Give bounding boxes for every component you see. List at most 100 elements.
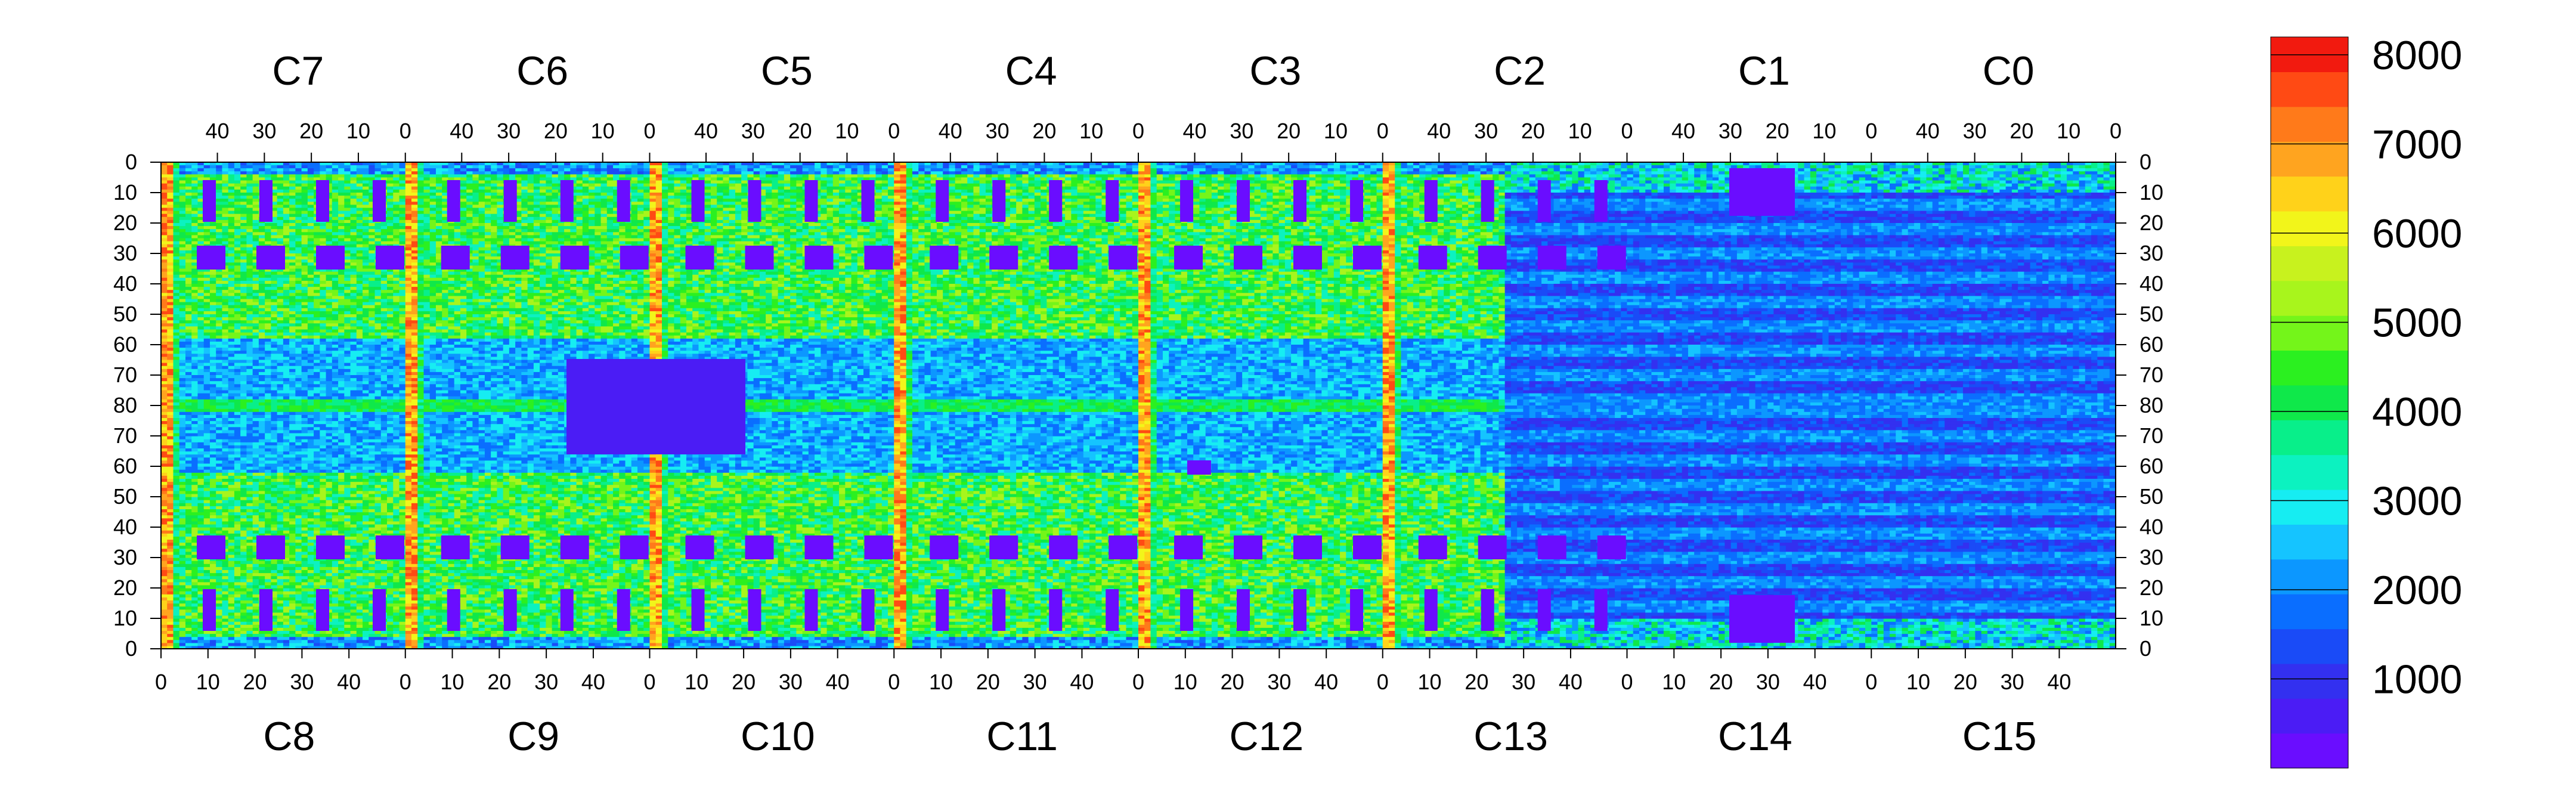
heatmap-cell: [246, 558, 253, 561]
heatmap-cell: [277, 399, 284, 403]
heatmap-cell: [216, 308, 223, 312]
heatmap-cell: [161, 381, 168, 385]
heatmap-cell: [185, 189, 192, 193]
heatmap-cell: [289, 396, 296, 400]
heatmap-cell: [283, 329, 290, 333]
heatmap-cell: [332, 575, 339, 580]
heatmap-cell: [320, 360, 327, 364]
heatmap-cell: [374, 223, 382, 227]
heatmap-cell: [344, 536, 351, 540]
heatmap-cell: [387, 521, 394, 525]
heatmap-cell: [179, 202, 186, 205]
heatmap-cell: [314, 302, 320, 306]
heatmap-cell: [246, 399, 253, 403]
heatmap-cell: [191, 189, 199, 193]
heatmap-cell: [374, 305, 382, 309]
heatmap-cell: [320, 402, 327, 406]
heatmap-cell: [179, 609, 186, 613]
heatmap-cell: [173, 606, 180, 610]
heatmap-cell: [338, 584, 345, 589]
heatmap-cell: [216, 293, 223, 296]
heatmap-cell: [295, 287, 302, 290]
heatmap-cell: [252, 396, 259, 400]
heatmap-cell: [161, 271, 168, 275]
heatmap-cell: [173, 284, 180, 287]
heatmap-cell: [265, 575, 271, 580]
heatmap-cell: [289, 265, 296, 270]
heatmap-cell: [228, 360, 235, 364]
heatmap-cell: [167, 524, 174, 528]
heatmap-cell: [283, 402, 290, 406]
heatmap-cell: [320, 314, 327, 318]
heatmap-cell: [350, 235, 357, 239]
heatmap-cell: [197, 621, 205, 625]
heatmap-cell: [222, 287, 229, 290]
heatmap-cell: [228, 262, 235, 266]
heatmap-cell: [179, 314, 186, 318]
heatmap-cell: [393, 515, 400, 519]
heatmap-cell: [295, 348, 302, 351]
heatmap-cell: [295, 609, 302, 613]
heatmap-cell: [289, 241, 296, 245]
heatmap-cell: [173, 196, 180, 199]
heatmap-cell: [301, 381, 308, 385]
heatmap-cell: [234, 548, 241, 552]
heatmap-cell: [277, 229, 284, 233]
heatmap-cell: [179, 271, 186, 275]
heatmap-cell: [271, 402, 278, 406]
heatmap-cell: [191, 259, 199, 263]
heatmap-cell: [258, 235, 265, 239]
heatmap-cell: [203, 296, 210, 300]
heatmap-cell: [185, 530, 192, 534]
heatmap-cell: [393, 180, 400, 184]
heatmap-cell: [350, 399, 357, 403]
heatmap-cell: [161, 323, 168, 327]
heatmap-cell: [363, 341, 369, 345]
heatmap-cell: [252, 642, 259, 646]
heatmap-cell: [374, 168, 382, 172]
heatmap-cell: [332, 566, 339, 570]
heatmap-cell: [350, 296, 357, 300]
heatmap-cell: [307, 603, 314, 607]
heatmap-cell: [307, 530, 314, 534]
heatmap-cell: [185, 384, 192, 388]
heatmap-cell: [252, 253, 259, 257]
heatmap-cell: [197, 271, 205, 275]
heatmap-cell: [197, 606, 205, 610]
heatmap-cell: [344, 335, 351, 339]
heatmap-cell: [369, 250, 376, 254]
heatmap-cell: [393, 621, 400, 625]
heatmap-cell: [369, 588, 376, 592]
heatmap-cell: [258, 341, 265, 345]
heatmap-cell: [363, 205, 369, 209]
heatmap-cell: [387, 618, 394, 622]
heatmap-cell: [307, 572, 314, 577]
heatmap-cell: [314, 332, 320, 336]
heatmap-cell: [197, 332, 205, 336]
heatmap-cell: [356, 296, 363, 300]
heatmap-cell: [185, 548, 192, 552]
heatmap-cell: [399, 296, 406, 300]
heatmap-cell: [387, 329, 394, 333]
heatmap-cell: [222, 399, 229, 403]
heatmap-cell: [185, 219, 192, 224]
heatmap-cell: [203, 323, 210, 327]
heatmap-cell: [185, 259, 192, 263]
heatmap-cell: [277, 533, 284, 537]
heatmap-cell: [369, 564, 376, 567]
heatmap-cell: [350, 268, 357, 273]
heatmap-cell: [380, 360, 388, 364]
heatmap-cell: [338, 314, 345, 318]
heatmap-cell: [185, 371, 192, 376]
heatmap-cell: [393, 296, 400, 300]
heatmap-cell: [295, 584, 302, 589]
heatmap-cell: [350, 219, 357, 224]
heatmap-cell: [203, 636, 210, 640]
heatmap-cell: [314, 530, 320, 534]
heatmap-cell: [246, 348, 253, 351]
heatmap-cell: [344, 323, 351, 327]
heatmap-cell: [216, 515, 223, 519]
heatmap-cell: [161, 402, 168, 406]
heatmap-cell: [307, 205, 314, 209]
heatmap-cell: [228, 609, 235, 613]
